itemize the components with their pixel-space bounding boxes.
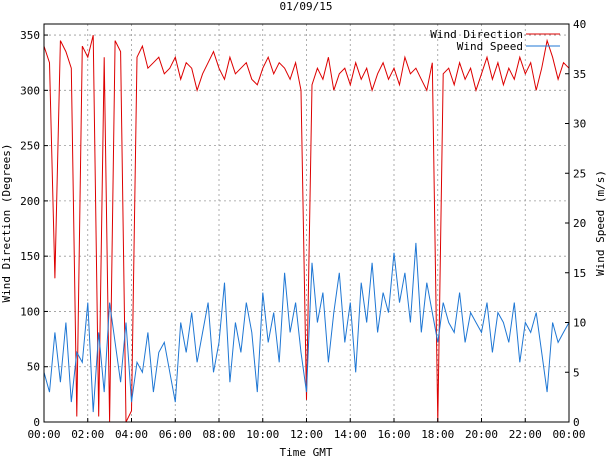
y-left-tick-label: 250 [20,140,40,153]
series-wind-direction-line [43,34,570,423]
y-right-tick-label: 0 [573,416,580,429]
y-right-tick-label: 15 [573,267,586,280]
y-right-tick-label: 25 [573,167,586,180]
y-right-tick-label: 5 [573,366,580,379]
x-tick-label: 12:00 [290,428,323,441]
x-tick-label: 00:00 [552,428,585,441]
y-left-tick-label: 100 [20,305,40,318]
x-tick-label: 04:00 [115,428,148,441]
x-tick-label: 22:00 [509,428,542,441]
y-right-tick-label: 30 [573,118,586,131]
y-left-tick-label: 150 [20,250,40,263]
legend-label-direction: Wind Direction [430,28,523,41]
x-tick-label: 16:00 [377,428,410,441]
y-axis-left-label: Wind Direction (Degrees) [0,144,13,303]
x-axis: 00:00 02:00 04:00 06:00 08:00 10:00 12:00 14:00… [27,418,586,441]
y-left-tick-label: 300 [20,84,40,97]
y-right-tick-label: 35 [573,68,586,81]
y-right-tick-label: 40 [573,18,586,31]
x-tick-label: 20:00 [465,428,498,441]
legend: Wind Direction Wind Speed [430,28,560,53]
series-wind-speed-line [43,242,570,413]
x-axis-label: Time GMT [280,446,333,459]
y-left-tick-label: 350 [20,29,40,42]
series-layer [43,34,570,423]
x-tick-label: 02:00 [71,428,104,441]
y-right-tick-label: 10 [573,317,586,330]
y-left-tick-label: 50 [27,361,40,374]
y-right-tick-label: 20 [573,217,586,230]
y-left-tick-label: 200 [20,195,40,208]
x-tick-label: 00:00 [27,428,60,441]
x-tick-label: 06:00 [159,428,192,441]
x-tick-label: 08:00 [202,428,235,441]
x-tick-label: 18:00 [421,428,454,441]
chart-title: 01/09/15 [280,0,333,13]
y-axis-right-label: Wind Speed (m/s) [594,170,607,276]
x-tick-label: 10:00 [246,428,279,441]
y-axis-right: 0 5 10 15 20 25 30 35 40 [565,18,586,429]
x-tick-label: 14:00 [334,428,367,441]
y-axis-left: 0 50 100 150 200 250 300 350 [20,29,48,429]
legend-label-speed: Wind Speed [457,40,523,53]
y-left-tick-label: 0 [33,416,40,429]
grid [44,24,569,422]
